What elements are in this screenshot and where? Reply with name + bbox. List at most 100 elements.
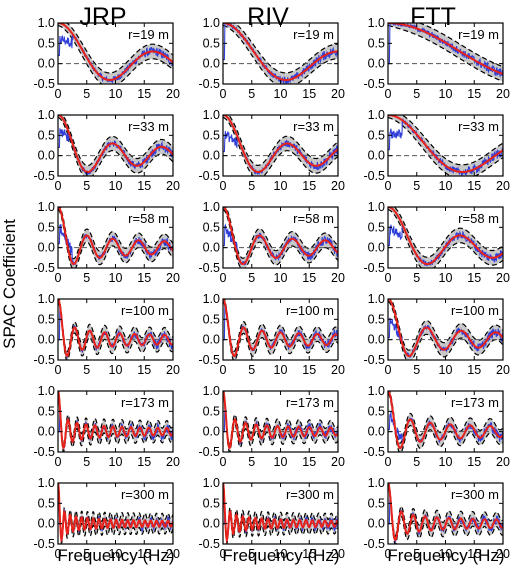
bound-lower-line <box>58 24 173 84</box>
x-tick-label: 15 <box>137 363 151 377</box>
model-spac-line <box>58 23 173 81</box>
x-tick-label: 20 <box>331 363 345 377</box>
x-tick-label: 10 <box>439 87 453 101</box>
y-tick-label: 1.0 <box>203 16 220 30</box>
bound-upper-line <box>389 391 503 444</box>
x-tick-label: 20 <box>331 87 345 101</box>
y-tick-label: 0.5 <box>368 36 385 50</box>
r-label: r=58 m <box>293 211 334 226</box>
model-spac-line <box>388 391 503 449</box>
y-tick-label: 0.0 <box>38 241 55 255</box>
r-label: r=100 m <box>286 303 334 318</box>
model-spac-line <box>388 115 503 173</box>
panel-riv-r173: 1.0 0.5 0.0 -0.50 5 10 15 20 r=173 m <box>198 384 345 469</box>
x-tick-label: 20 <box>166 455 180 469</box>
x-tick-label: 0 <box>385 455 392 469</box>
y-tick-label: -0.5 <box>33 169 55 183</box>
x-tick-label: 10 <box>439 271 453 285</box>
x-tick-label: 10 <box>274 179 288 193</box>
x-tick-label: 0 <box>220 455 227 469</box>
y-tick-label: 0.0 <box>368 425 385 439</box>
r-label: r=173 m <box>121 395 169 410</box>
x-tick-label: 15 <box>137 547 151 561</box>
x-tick-label: 10 <box>109 179 123 193</box>
x-tick-label: 10 <box>274 271 288 285</box>
x-tick-label: 15 <box>467 547 481 561</box>
panel-ftt-r100: 1.0 0.5 0.0 -0.50 5 10 15 20 r=100 m <box>363 292 510 377</box>
x-tick-label: 10 <box>274 87 288 101</box>
x-tick-label: 10 <box>439 455 453 469</box>
x-tick-label: 0 <box>220 547 227 561</box>
panel-ftt-r173: 1.0 0.5 0.0 -0.50 5 10 15 20 r=173 m <box>363 384 510 469</box>
x-tick-label: 0 <box>385 363 392 377</box>
panel-ftt-r58: 1.0 0.5 0.0 -0.50 5 10 15 20 r=58 m <box>363 200 510 285</box>
y-tick-label: 0.5 <box>203 496 220 510</box>
bound-lower-line <box>223 208 338 268</box>
r-label: r=173 m <box>451 395 499 410</box>
x-tick-label: 0 <box>55 455 62 469</box>
x-tick-label: 0 <box>55 547 62 561</box>
model-spac-line <box>58 391 173 450</box>
x-tick-label: 20 <box>496 547 510 561</box>
panel-ftt-r300: 1.0 0.5 0.0 -0.50 5 10 15 20 r=300 m <box>363 476 510 561</box>
x-tick-label: 5 <box>413 87 420 101</box>
y-tick-label: 0.0 <box>203 333 220 347</box>
model-spac-line <box>58 483 173 544</box>
x-tick-label: 0 <box>220 179 227 193</box>
model-spac-line <box>58 207 173 265</box>
y-tick-label: -0.5 <box>363 537 385 551</box>
x-tick-label: 5 <box>83 87 90 101</box>
model-spac-line <box>388 207 503 265</box>
y-tick-label: 1.0 <box>38 476 55 490</box>
bound-upper-line <box>417 23 503 68</box>
x-tick-label: 15 <box>467 363 481 377</box>
x-tick-label: 5 <box>413 179 420 193</box>
bound-lower-line <box>223 116 338 176</box>
y-tick-label: 0.5 <box>203 312 220 326</box>
y-tick-label: -0.5 <box>33 261 55 275</box>
r-label: r=100 m <box>121 303 169 318</box>
r-label: r=58 m <box>128 211 169 226</box>
y-tick-label: -0.5 <box>198 537 220 551</box>
panel-jrp-r19: 1.0 0.5 0.0 -0.50 5 10 15 20 r=19 m <box>33 16 180 101</box>
y-tick-label: -0.5 <box>363 169 385 183</box>
r-label: r=300 m <box>451 487 499 502</box>
model-spac-line <box>223 299 338 357</box>
y-tick-label: -0.5 <box>198 77 220 91</box>
bound-upper-line <box>58 483 173 539</box>
x-tick-label: 20 <box>166 547 180 561</box>
x-tick-label: 15 <box>467 87 481 101</box>
y-tick-label: -0.5 <box>363 261 385 275</box>
x-tick-label: 15 <box>137 455 151 469</box>
panel-jrp-r58: 1.0 0.5 0.0 -0.50 5 10 15 20 r=58 m <box>33 200 180 285</box>
bound-upper-line <box>393 207 503 258</box>
y-tick-label: 1.0 <box>203 384 220 398</box>
y-tick-label: 0.5 <box>203 404 220 418</box>
y-tick-label: 1.0 <box>38 200 55 214</box>
x-tick-label: 10 <box>439 179 453 193</box>
y-tick-label: 1.0 <box>203 108 220 122</box>
x-tick-label: 5 <box>83 179 90 193</box>
y-tick-label: 0.0 <box>38 425 55 439</box>
bound-lower-line <box>388 24 503 82</box>
r-label: r=19 m <box>458 27 499 42</box>
bound-lower-line <box>388 392 503 452</box>
r-label: r=100 m <box>451 303 499 318</box>
r-label: r=300 m <box>121 487 169 502</box>
x-tick-label: 0 <box>55 87 62 101</box>
panel-riv-r58: 1.0 0.5 0.0 -0.50 5 10 15 20 r=58 m <box>198 200 345 285</box>
y-tick-label: 0.0 <box>203 149 220 163</box>
bound-lower-line <box>388 485 503 544</box>
x-tick-label: 15 <box>467 271 481 285</box>
x-tick-label: 0 <box>220 271 227 285</box>
panel-grid: 1.00.50.0-0.50 5 10 15 20r=19 m1.00.50.0-0.5… <box>33 16 510 561</box>
x-tick-label: 5 <box>83 547 90 561</box>
y-tick-label: 0.5 <box>368 128 385 142</box>
model-spac-line <box>223 23 338 81</box>
y-tick-label: 1.0 <box>368 200 385 214</box>
model-spac-line <box>58 115 173 173</box>
y-tick-label: 1.0 <box>38 108 55 122</box>
y-tick-label: 0.5 <box>38 36 55 50</box>
y-tick-label: 0.5 <box>38 128 55 142</box>
bound-lower-line <box>58 393 173 452</box>
